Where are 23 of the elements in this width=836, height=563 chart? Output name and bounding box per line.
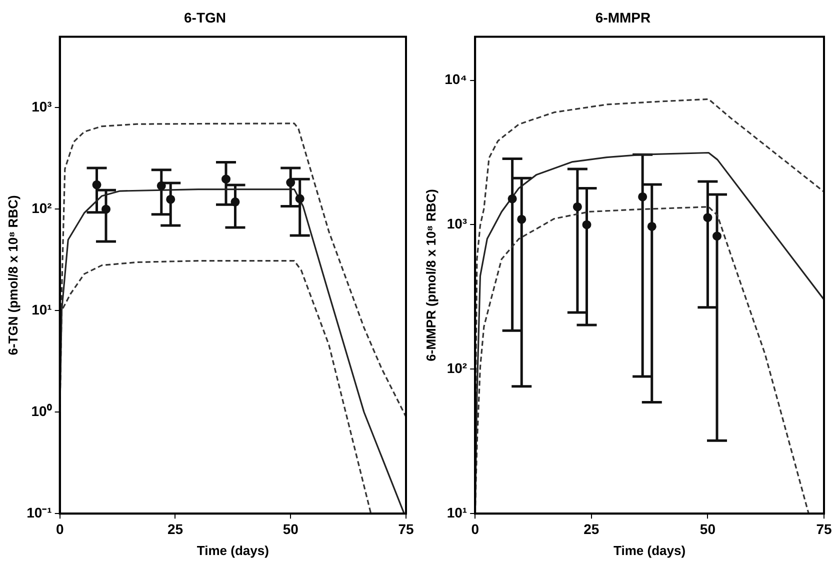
y-tick-label: 10¹ [32,302,52,318]
x-axis-title: Time (days) [196,542,269,558]
x-tick-label: 50 [282,520,299,537]
y-axis-title: 6-TGN (pmol/8 x 10⁸ RBC) [5,195,20,356]
x-tick-label: 75 [816,520,832,537]
x-axis-title: Time (days) [614,542,686,558]
y-tick-label: 10¹ [446,504,468,520]
x-tick-label: 75 [398,520,414,537]
y-tick-label: 10² [446,360,468,376]
x-tick-label: 25 [584,520,600,537]
x-tick-label: 0 [56,520,64,537]
chart-title: 6-TGN [184,9,226,26]
y-tick-label: 10² [32,200,52,216]
x-tick-label: 50 [700,520,716,537]
y-tick-label: 10³ [446,216,468,232]
y-axis-title: 6-MMPR (pmol/8 x 10⁸ RBC) [423,189,438,362]
chart-title: 6-MMPR [595,9,651,26]
x-tick-label: 0 [471,520,480,537]
y-tick-label: 10⁰ [31,402,52,419]
y-tick-label: 10³ [32,98,52,115]
y-tick-label: 10⁻¹ [26,504,52,520]
y-tick-label: 10⁴ [444,71,468,88]
x-tick-label: 25 [167,520,184,537]
